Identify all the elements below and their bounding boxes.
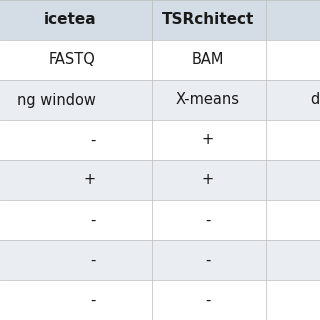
Text: -: - <box>91 252 96 268</box>
Bar <box>0 200 320 240</box>
Bar <box>0 0 320 40</box>
Text: ng window: ng window <box>17 92 96 108</box>
Text: X-means: X-means <box>176 92 240 108</box>
Bar <box>0 120 320 160</box>
Text: icetea: icetea <box>44 12 96 28</box>
Bar <box>0 280 320 320</box>
Text: +: + <box>202 132 214 148</box>
Text: -: - <box>205 292 211 308</box>
Text: BAM: BAM <box>192 52 224 68</box>
Text: -: - <box>91 132 96 148</box>
Text: +: + <box>84 172 96 188</box>
Text: -: - <box>205 252 211 268</box>
Text: dist: dist <box>310 92 320 108</box>
Bar <box>0 160 320 200</box>
Bar <box>0 240 320 280</box>
Text: -: - <box>91 212 96 228</box>
Bar <box>0 40 320 80</box>
Bar <box>0 80 320 120</box>
Text: -: - <box>205 212 211 228</box>
Text: +: + <box>202 172 214 188</box>
Text: TSRchitect: TSRchitect <box>162 12 254 28</box>
Text: FASTQ: FASTQ <box>49 52 96 68</box>
Text: -: - <box>91 292 96 308</box>
